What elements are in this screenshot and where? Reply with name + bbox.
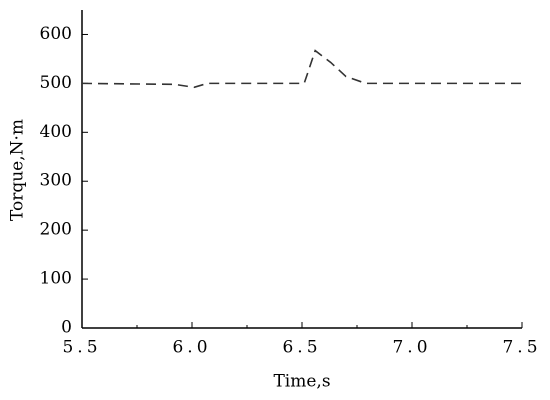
y-tick-label: 400 bbox=[40, 122, 72, 142]
x-tick-label: 7.0 bbox=[392, 338, 431, 358]
x-tick-label: 5.5 bbox=[62, 338, 101, 358]
y-tick-label: 100 bbox=[40, 269, 72, 289]
y-tick-label: 500 bbox=[40, 73, 72, 93]
y-tick-label: 300 bbox=[40, 171, 72, 191]
y-axis-label: Torque,N·m bbox=[8, 119, 28, 221]
y-tick-label: 200 bbox=[40, 220, 72, 240]
x-tick-label: 6.0 bbox=[172, 338, 211, 358]
y-tick-label: 600 bbox=[40, 24, 72, 44]
x-axis-label: Time,s bbox=[273, 372, 330, 392]
x-tick-label: 6.5 bbox=[282, 338, 321, 358]
x-tick-label: 7.5 bbox=[502, 338, 541, 358]
line-series bbox=[81, 49, 522, 89]
y-tick-label: 0 bbox=[61, 318, 72, 338]
